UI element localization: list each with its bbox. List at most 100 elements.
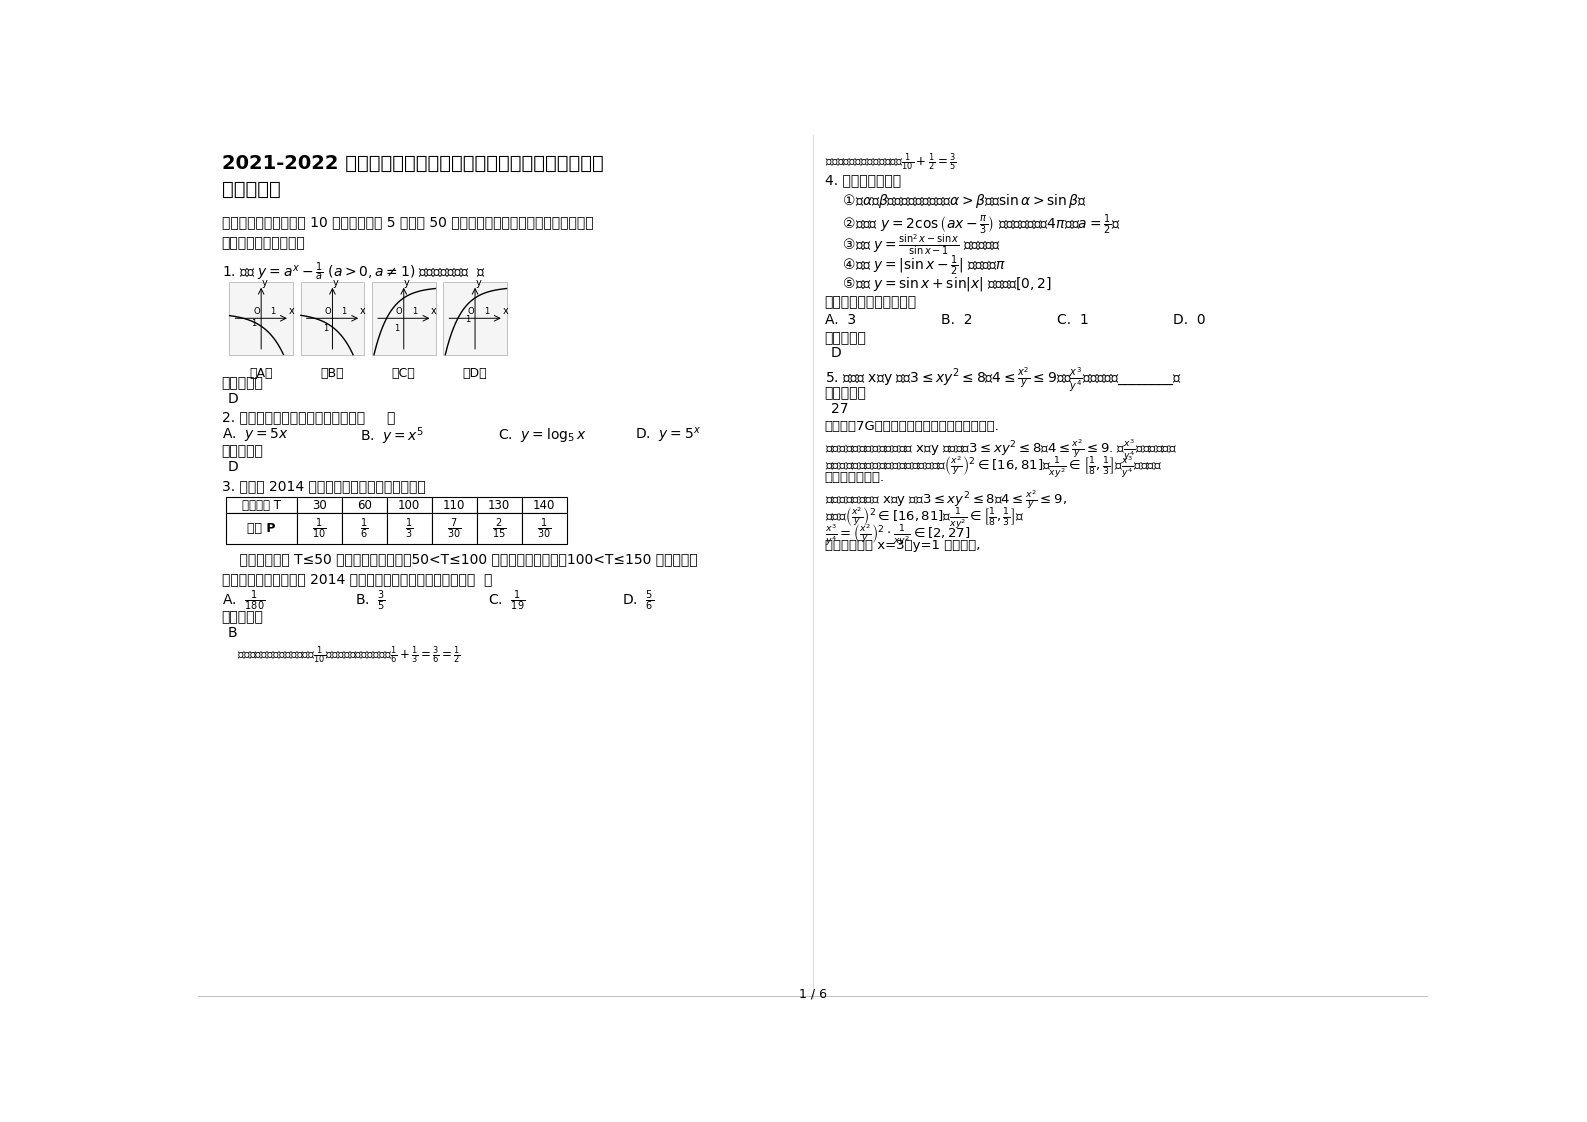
Bar <box>432 514 476 544</box>
Text: 题．根据不等式的等价转换思想可得到：$\left(\frac{x^2}{y}\right)^2\in[16,81]$，$\frac{1}{xy^2}\in\le: 题．根据不等式的等价转换思想可得到：$\left(\frac{x^2}{y}\r… <box>825 454 1162 480</box>
Text: 其中正确命题的个数为：: 其中正确命题的个数为： <box>825 295 917 310</box>
Text: x: x <box>360 306 365 316</box>
Text: O: O <box>395 307 403 316</box>
Text: 3. 某城市 2014 年的空气质量状况如下表所示：: 3. 某城市 2014 年的空气质量状况如下表所示： <box>222 479 425 494</box>
Text: 其中污染指数 T≤50 时，空气质量为优；50<T≤100 时，空气质量为良；100<T≤150 时，空气质
量为轻微污染．该城市 2014 年空气质量达到良或: 其中污染指数 T≤50 时，空气质量为优；50<T≤100 时，空气质量为良；1… <box>222 552 697 587</box>
Bar <box>300 282 365 355</box>
Text: A.  $\frac{1}{180}$: A. $\frac{1}{180}$ <box>222 589 265 614</box>
Text: ④函数 $y=|\sin x - \frac{1}{2}|$ 的周期是$\pi$: ④函数 $y=|\sin x - \frac{1}{2}|$ 的周期是$\pi$ <box>825 254 1006 278</box>
Text: 则有：$\left(\frac{x^2}{y}\right)^2\in[16,81]$，$\frac{1}{xy^2}\in\left[\frac{1}{8},: 则有：$\left(\frac{x^2}{y}\right)^2\in[16,8… <box>825 505 1024 531</box>
Text: x: x <box>432 306 436 316</box>
Text: 130: 130 <box>487 498 509 512</box>
Text: 故空气质量为优或良的概率为$\frac{1}{10}+\frac{1}{2}=\frac{3}{5}$: 故空气质量为优或良的概率为$\frac{1}{10}+\frac{1}{2}=\… <box>825 151 955 173</box>
Bar <box>522 497 567 514</box>
Text: 1: 1 <box>465 315 471 324</box>
Text: $\frac{7}{30}$: $\frac{7}{30}$ <box>448 517 462 541</box>
Text: ①若$\alpha$、$\beta$均为第一象限角，且$\alpha>\beta$，且$\sin\alpha>\sin\beta$；: ①若$\alpha$、$\beta$均为第一象限角，且$\alpha>\beta… <box>825 192 1087 210</box>
Text: 由表知空气质量为优的概率为$\frac{1}{10}$，空气质量为良的概率为$\frac{1}{6}+\frac{1}{3}=\frac{3}{6}=\frac: 由表知空气质量为优的概率为$\frac{1}{10}$，空气质量为良的概率为$\… <box>236 644 460 666</box>
Text: x: x <box>289 306 294 316</box>
Text: （C）: （C） <box>392 367 416 380</box>
Text: 140: 140 <box>533 498 555 512</box>
Bar <box>225 514 297 544</box>
Text: 参考答案：: 参考答案： <box>222 376 263 390</box>
Text: 2021-2022 学年湖北省武汉市解放中学高一数学文下学期期末
试卷含解析: 2021-2022 学年湖北省武汉市解放中学高一数学文下学期期末 试卷含解析 <box>222 154 603 200</box>
Text: 值即可得到答案.: 值即可得到答案. <box>825 471 884 484</box>
Text: 参考答案：: 参考答案： <box>825 386 867 401</box>
Text: 1: 1 <box>413 307 417 316</box>
Text: 60: 60 <box>357 498 371 512</box>
Text: （B）: （B） <box>321 367 344 380</box>
Text: 27: 27 <box>830 402 849 416</box>
Text: 1: 1 <box>341 307 346 316</box>
Text: 【分析】首先分析题目由实数 x，y 满足条件$3\leq xy^2\leq 8$，$4\leq \frac{x^2}{y}\leq 9$. 求$\frac{x^: 【分析】首先分析题目由实数 x，y 满足条件$3\leq xy^2\leq 8$… <box>825 438 1178 463</box>
Bar <box>432 497 476 514</box>
Text: O: O <box>467 307 473 316</box>
Bar <box>225 497 297 514</box>
Text: $\frac{1}{10}$: $\frac{1}{10}$ <box>313 517 327 541</box>
Bar <box>476 497 522 514</box>
Text: $\frac{1}{6}$: $\frac{1}{6}$ <box>360 517 368 541</box>
Text: 参考答案：: 参考答案： <box>222 444 263 458</box>
Text: B.  2: B. 2 <box>941 313 973 327</box>
Bar <box>476 514 522 544</box>
Text: A.  $y=5x$: A. $y=5x$ <box>222 425 289 443</box>
Text: 1: 1 <box>270 307 275 316</box>
Text: $\frac{x^3}{y^4}=\left(\frac{x^2}{y}\right)^2\cdot\frac{1}{xy^2}\in[2,27]$: $\frac{x^3}{y^4}=\left(\frac{x^2}{y}\rig… <box>825 522 970 548</box>
Bar <box>387 497 432 514</box>
Text: 【考点】7G：基本不等式在最值问题中的应用.: 【考点】7G：基本不等式在最值问题中的应用. <box>825 421 1000 433</box>
Bar <box>443 282 506 355</box>
Text: ②若函数 $y=2\cos\left(ax-\frac{\pi}{3}\right)$ 的最小正周期是$4\pi$，则$a=\frac{1}{2}$；: ②若函数 $y=2\cos\left(ax-\frac{\pi}{3}\righ… <box>825 212 1120 237</box>
Text: 1: 1 <box>394 324 400 333</box>
Text: 参考答案：: 参考答案： <box>222 610 263 625</box>
Text: 参考答案：: 参考答案： <box>825 331 867 344</box>
Text: x: x <box>503 306 508 316</box>
Text: 概率 P: 概率 P <box>248 523 276 535</box>
Text: （A）: （A） <box>249 367 273 380</box>
Text: C.  1: C. 1 <box>1057 313 1089 327</box>
Text: C.  $\frac{1}{19}$: C. $\frac{1}{19}$ <box>489 589 525 614</box>
Bar <box>297 514 341 544</box>
Text: 1 / 6: 1 / 6 <box>798 987 827 1001</box>
Text: 2. 下列函数中，增长速度最快的是（     ）: 2. 下列函数中，增长速度最快的是（ ） <box>222 411 395 424</box>
Text: D: D <box>229 460 238 473</box>
Text: 30: 30 <box>313 498 327 512</box>
Text: B: B <box>229 626 238 640</box>
Text: C.  $y=\log_5 x$: C. $y=\log_5 x$ <box>498 425 586 443</box>
Text: O: O <box>324 307 332 316</box>
Text: D: D <box>830 347 841 360</box>
Text: y: y <box>405 278 409 288</box>
Text: 一、选择题：本大题共 10 小题，每小题 5 分，共 50 分。在每小题给出的四个选项中，只有
是一个符合题目要求的: 一、选择题：本大题共 10 小题，每小题 5 分，共 50 分。在每小题给出的四… <box>222 215 594 250</box>
Text: 污染指数 T: 污染指数 T <box>241 498 281 512</box>
Text: （D）: （D） <box>463 367 487 380</box>
Bar <box>297 497 341 514</box>
Text: D.  0: D. 0 <box>1173 313 1206 327</box>
Text: $\frac{2}{15}$: $\frac{2}{15}$ <box>492 517 506 541</box>
Text: 100: 100 <box>398 498 421 512</box>
Text: y: y <box>333 278 338 288</box>
Text: y: y <box>262 278 267 288</box>
Text: B.  $y=x^5$: B. $y=x^5$ <box>360 425 424 448</box>
Text: D: D <box>229 392 238 406</box>
Text: y: y <box>475 278 481 288</box>
Text: ，即当且仅当 x=3，y=1 取得等号,: ，即当且仅当 x=3，y=1 取得等号, <box>825 539 979 552</box>
Text: $\frac{1}{30}$: $\frac{1}{30}$ <box>536 517 551 541</box>
Text: D.  $\frac{5}{6}$: D. $\frac{5}{6}$ <box>622 589 654 614</box>
Bar <box>522 514 567 544</box>
Bar <box>341 497 387 514</box>
Text: 5. 设实数 x，y 满足$3\leq xy^2\leq 8$，$4\leq \frac{x^2}{y}\leq 9$，则$\frac{x^3}{y^4}$的最: 5. 设实数 x，y 满足$3\leq xy^2\leq 8$，$4\leq \… <box>825 367 1182 395</box>
Text: $\frac{1}{3}$: $\frac{1}{3}$ <box>405 517 413 541</box>
Bar <box>387 514 432 544</box>
Text: D.  $y=5^x$: D. $y=5^x$ <box>635 425 701 444</box>
Bar <box>230 282 294 355</box>
Text: 1: 1 <box>484 307 489 316</box>
Text: 【解答】因为实数 x，y 满足$3\leq xy^2\leq 8$，$4\leq \frac{x^2}{y}\leq 9$,: 【解答】因为实数 x，y 满足$3\leq xy^2\leq 8$，$4\leq… <box>825 488 1066 511</box>
Text: A.  3: A. 3 <box>825 313 855 327</box>
Text: O: O <box>254 307 260 316</box>
Bar <box>341 514 387 544</box>
Text: 1: 1 <box>322 324 329 333</box>
Text: ③函数 $y=\frac{\sin^2 x - \sin x}{\sin x - 1}$ 是奇函数；: ③函数 $y=\frac{\sin^2 x - \sin x}{\sin x -… <box>825 233 1000 258</box>
Text: 1: 1 <box>252 319 257 328</box>
Text: 4. 给出以下命题：: 4. 给出以下命题： <box>825 173 901 187</box>
Text: 110: 110 <box>443 498 465 512</box>
Text: ⑤函数 $y=\sin x+\sin|x|$ 的值域是$[0,2]$: ⑤函数 $y=\sin x+\sin|x|$ 的值域是$[0,2]$ <box>825 275 1052 293</box>
